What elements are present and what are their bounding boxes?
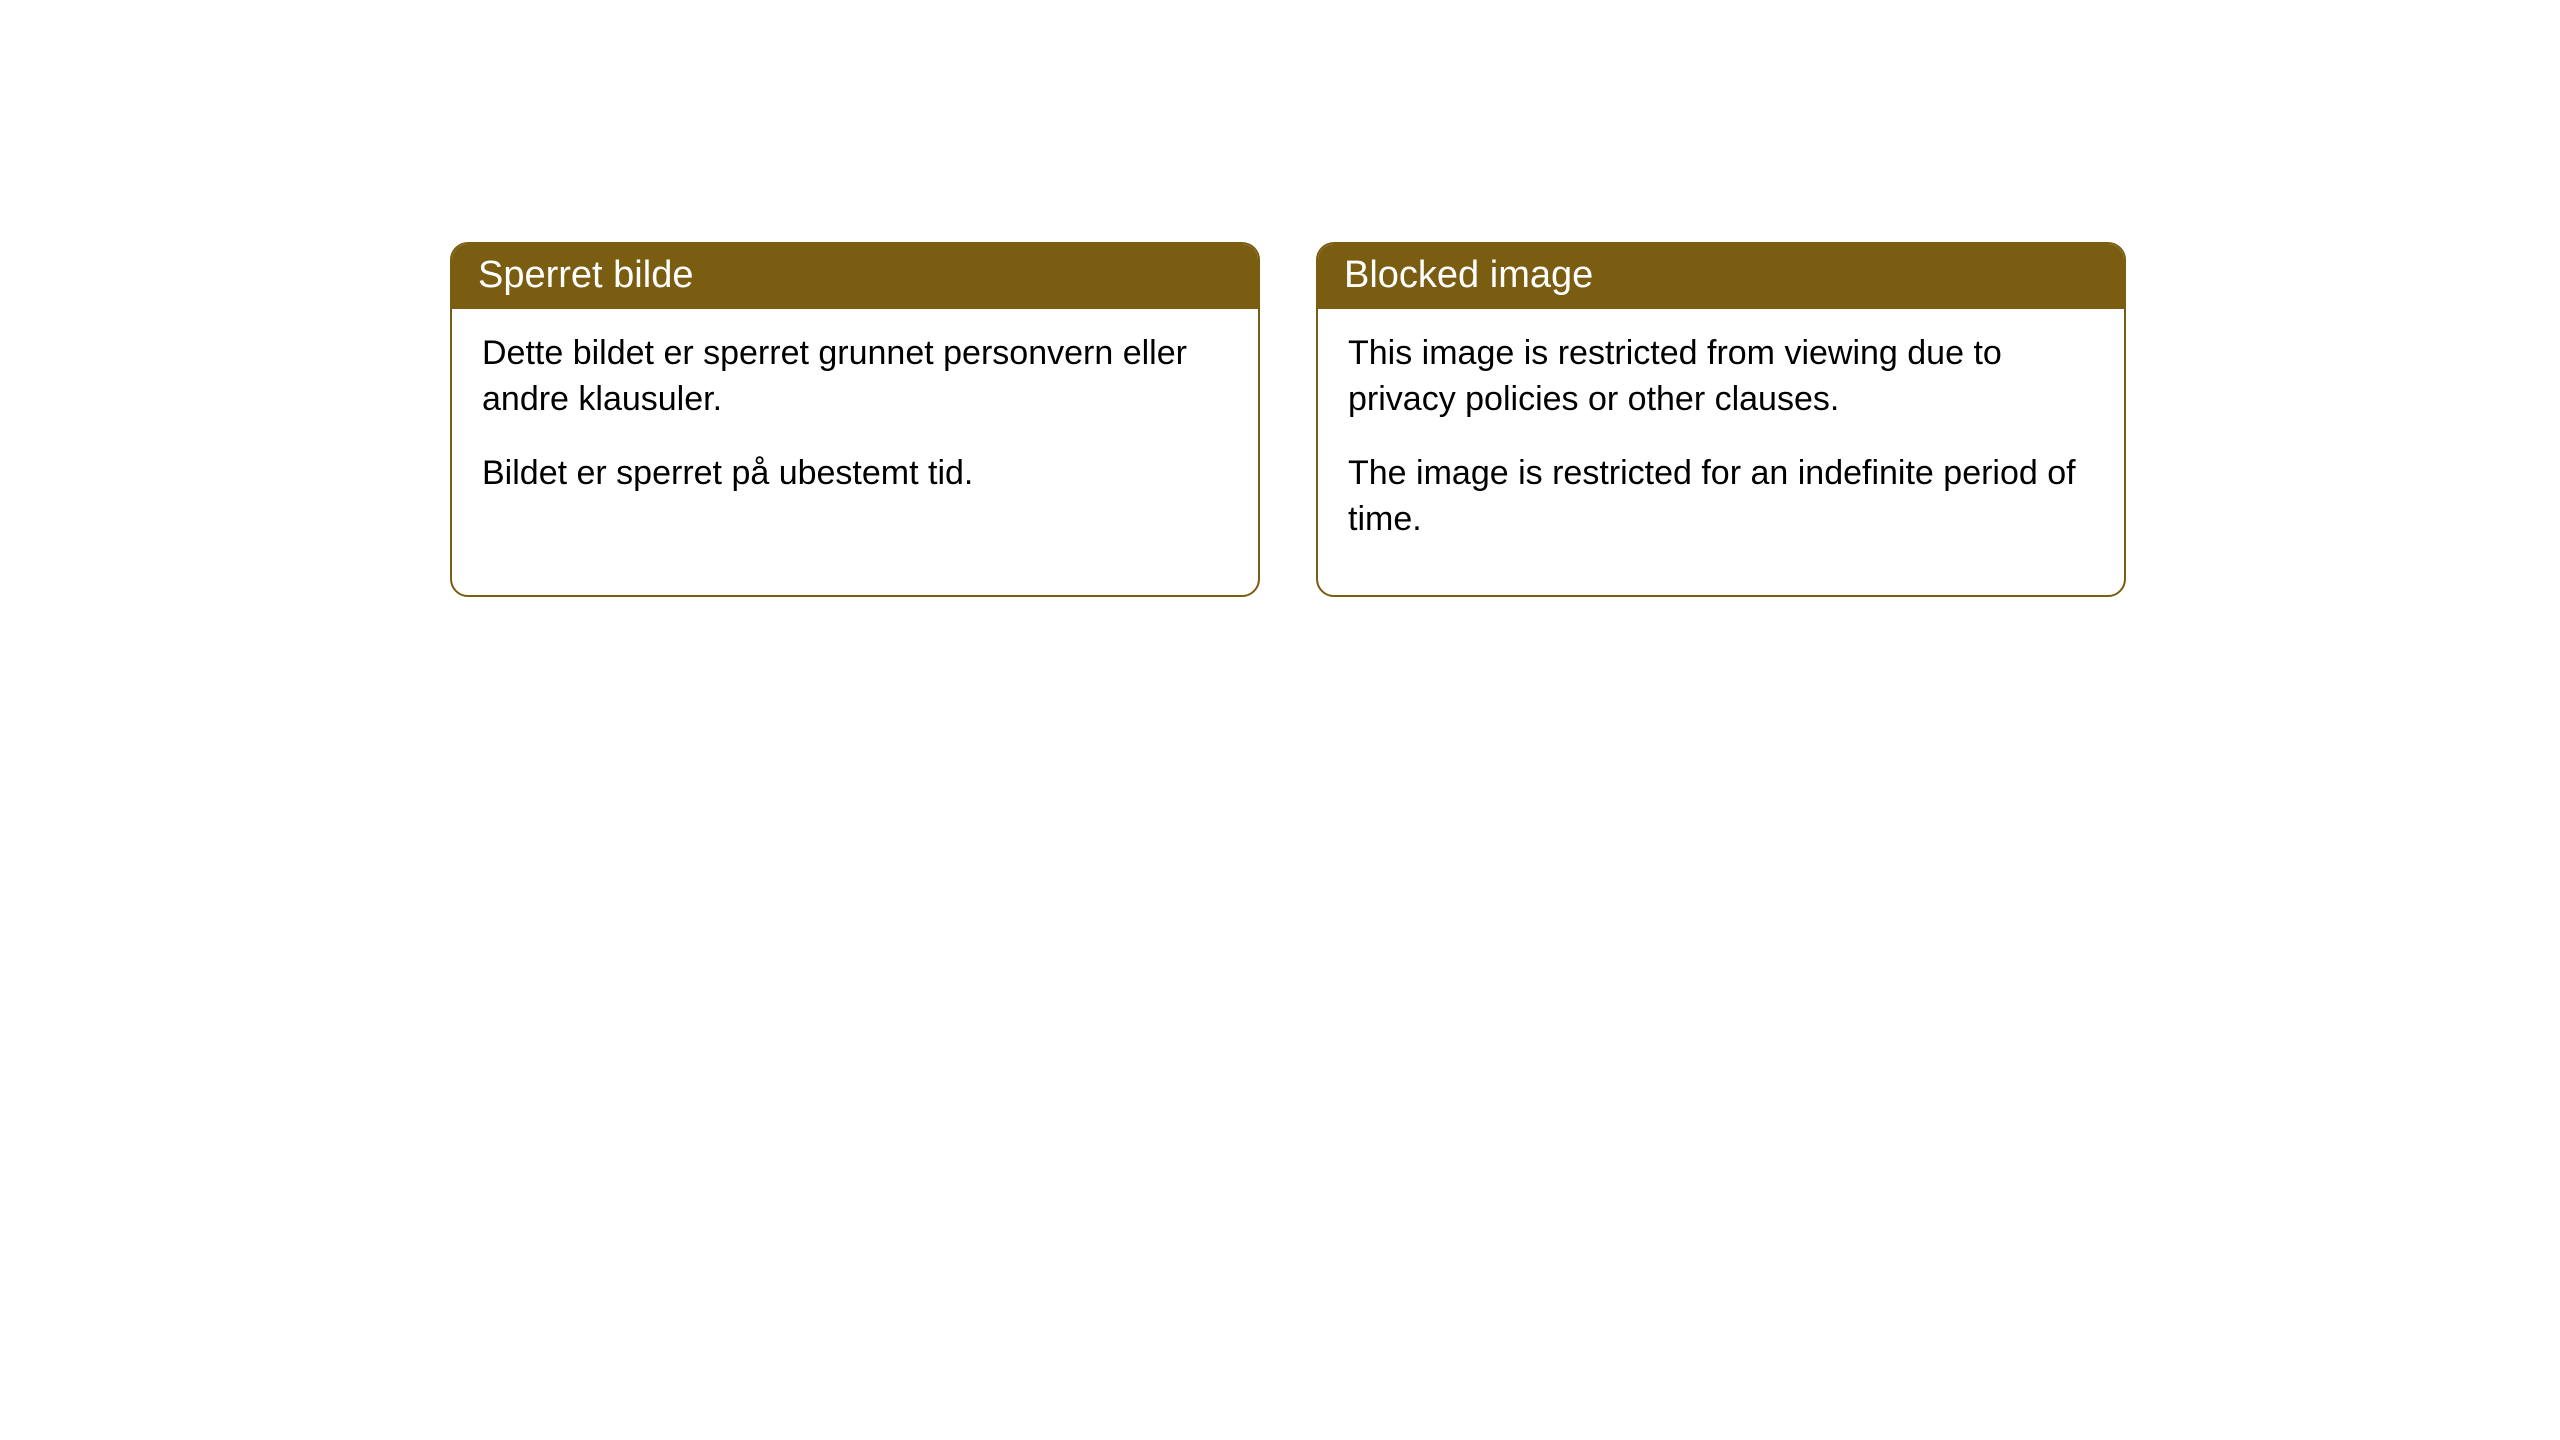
notice-card-english: Blocked image This image is restricted f… <box>1316 242 2126 597</box>
notice-paragraph-2: The image is restricted for an indefinit… <box>1348 451 2094 543</box>
notice-header: Blocked image <box>1318 244 2124 309</box>
notice-body: This image is restricted from viewing du… <box>1318 309 2124 595</box>
notice-paragraph-2: Bildet er sperret på ubestemt tid. <box>482 451 1228 497</box>
notice-header: Sperret bilde <box>452 244 1258 309</box>
notice-paragraph-1: Dette bildet er sperret grunnet personve… <box>482 331 1228 423</box>
notice-paragraph-1: This image is restricted from viewing du… <box>1348 331 2094 423</box>
notice-container: Sperret bilde Dette bildet er sperret gr… <box>0 0 2560 597</box>
notice-body: Dette bildet er sperret grunnet personve… <box>452 309 1258 549</box>
notice-card-norwegian: Sperret bilde Dette bildet er sperret gr… <box>450 242 1260 597</box>
